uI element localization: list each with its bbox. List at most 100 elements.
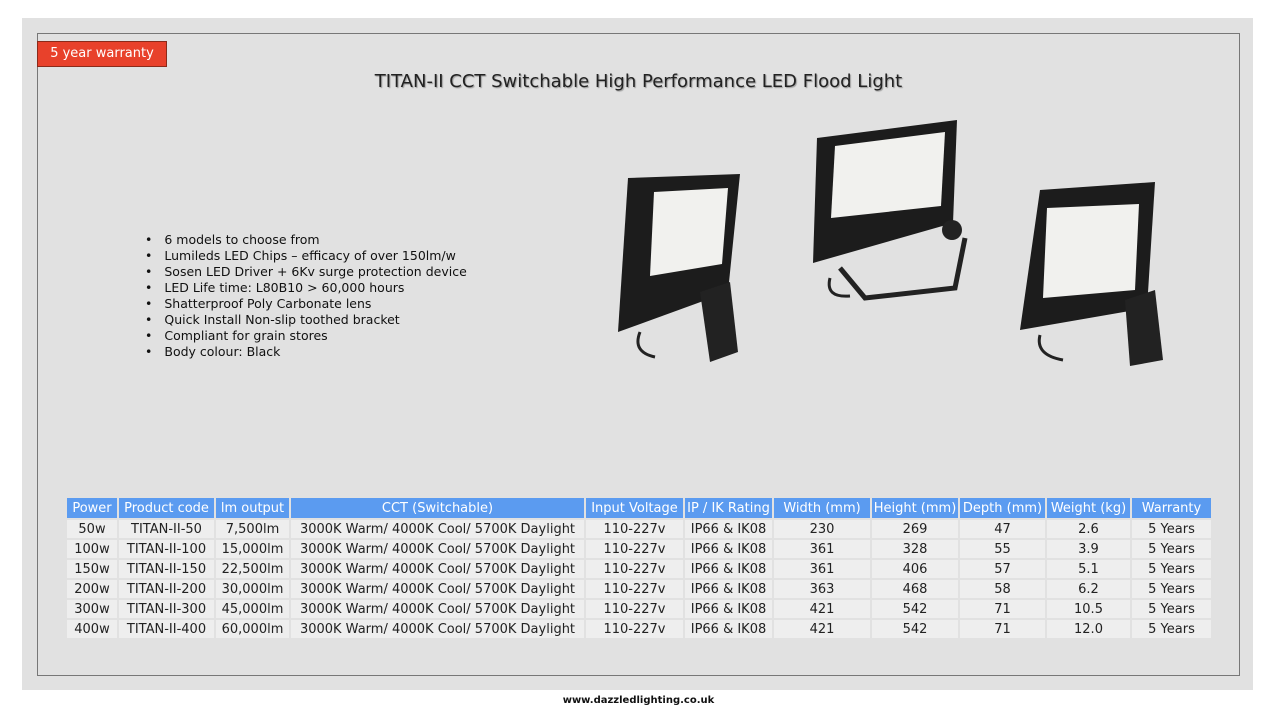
warranty-badge: 5 year warranty <box>37 41 167 67</box>
column-header: Width (mm) <box>772 496 872 520</box>
column-header: IP / IK Rating <box>683 496 774 520</box>
table-row: 150w TITAN-II-150 22,500lm 3000K Warm/ 4000… <box>65 558 1213 580</box>
table-cell: 5 Years <box>1130 578 1213 600</box>
table-row: 400w TITAN-II-400 60,000lm 3000K Warm/ 4000… <box>65 618 1213 640</box>
table-cell: 110-227v <box>584 618 685 640</box>
table-cell: 47 <box>958 518 1047 540</box>
table-cell: 5 Years <box>1130 538 1213 560</box>
column-header: Height (mm) <box>870 496 960 520</box>
table-cell: 58 <box>958 578 1047 600</box>
table-row: 300w TITAN-II-300 45,000lm 3000K Warm/ 4000… <box>65 598 1213 620</box>
table-cell: 6.2 <box>1045 578 1132 600</box>
table-cell: 57 <box>958 558 1047 580</box>
table-cell: 200w <box>65 578 119 600</box>
table-cell: 3000K Warm/ 4000K Cool/ 5700K Daylight <box>289 518 586 540</box>
table-cell: 361 <box>772 538 872 560</box>
website-url: www.dazzledlighting.co.uk <box>562 695 715 706</box>
feature-item: Compliant for grain stores <box>145 328 467 344</box>
table-cell: 363 <box>772 578 872 600</box>
table-cell: 3000K Warm/ 4000K Cool/ 5700K Daylight <box>289 558 586 580</box>
table-cell: 10.5 <box>1045 598 1132 620</box>
table-cell: 2.6 <box>1045 518 1132 540</box>
table-cell: 5 Years <box>1130 558 1213 580</box>
table-cell: TITAN-II-400 <box>117 618 216 640</box>
table-cell: 55 <box>958 538 1047 560</box>
slide-frame <box>37 33 1240 676</box>
table-cell: TITAN-II-200 <box>117 578 216 600</box>
feature-item: Sosen LED Driver + 6Kv surge protection … <box>145 264 466 280</box>
flood-light-image-left <box>618 174 740 362</box>
table-cell: 269 <box>870 518 960 540</box>
table-cell: IP66 & IK08 <box>683 518 774 540</box>
column-header: Power <box>65 496 119 520</box>
feature-item: Body colour: Black <box>145 344 467 360</box>
table-cell: 5.1 <box>1045 558 1132 580</box>
column-header: Warranty <box>1130 496 1213 520</box>
table-cell: 421 <box>772 598 872 620</box>
feature-item: 6 models to choose from <box>145 232 467 248</box>
table-cell: 300w <box>65 598 119 620</box>
table-cell: 7,500lm <box>214 518 291 540</box>
table-cell: 12.0 <box>1045 618 1132 640</box>
table-cell: 15,000lm <box>214 538 291 560</box>
table-header-row: Power Product code lm output CCT (Switchabl… <box>65 496 1213 520</box>
flood-light-image-right <box>1020 182 1163 366</box>
table-cell: TITAN-II-50 <box>117 518 216 540</box>
table-cell: 50w <box>65 518 119 540</box>
table-cell: 71 <box>958 618 1047 640</box>
table-cell: 230 <box>772 518 872 540</box>
feature-list: 6 models to choose fromLumileds LED Chip… <box>145 232 467 360</box>
table-row: 100w TITAN-II-100 15,000lm 3000K Warm/ 4000… <box>65 538 1213 560</box>
table-cell: 542 <box>870 598 960 620</box>
table-cell: 468 <box>870 578 960 600</box>
table-cell: 3000K Warm/ 4000K Cool/ 5700K Daylight <box>289 618 586 640</box>
table-cell: IP66 & IK08 <box>683 578 774 600</box>
table-cell: 421 <box>772 618 872 640</box>
table-cell: 400w <box>65 618 119 640</box>
feature-item: Shatterproof Poly Carbonate lens <box>145 296 467 312</box>
table-row: 200w TITAN-II-200 30,000lm 3000K Warm/ 4000… <box>65 578 1213 600</box>
table-cell: 3000K Warm/ 4000K Cool/ 5700K Daylight <box>289 538 586 560</box>
page-title: TITAN-II CCT Switchable High Performance… <box>374 71 903 92</box>
table-cell: 3000K Warm/ 4000K Cool/ 5700K Daylight <box>289 578 586 600</box>
table-cell: 3.9 <box>1045 538 1132 560</box>
column-header: CCT (Switchable) <box>289 496 586 520</box>
table-cell: 110-227v <box>584 518 685 540</box>
table-cell: 30,000lm <box>214 578 291 600</box>
column-header: Input Voltage <box>584 496 685 520</box>
table-cell: 3000K Warm/ 4000K Cool/ 5700K Daylight <box>289 598 586 620</box>
table-cell: 328 <box>870 538 960 560</box>
table-cell: 150w <box>65 558 119 580</box>
table-cell: 45,000lm <box>214 598 291 620</box>
table-cell: IP66 & IK08 <box>683 558 774 580</box>
table-cell: 361 <box>772 558 872 580</box>
table-cell: IP66 & IK08 <box>683 538 774 560</box>
flood-light-image-center <box>813 120 968 301</box>
table-cell: 100w <box>65 538 119 560</box>
table-cell: 110-227v <box>584 558 685 580</box>
table-cell: TITAN-II-100 <box>117 538 216 560</box>
table-cell: 60,000lm <box>214 618 291 640</box>
column-header: Product code <box>117 496 216 520</box>
table-cell: 71 <box>958 598 1047 620</box>
table-cell: 22,500lm <box>214 558 291 580</box>
table-cell: 110-227v <box>584 578 685 600</box>
table-cell: 5 Years <box>1130 618 1213 640</box>
column-header: Depth (mm) <box>958 496 1047 520</box>
feature-item: LED Life time: L80B10 > 60,000 hours <box>145 280 467 296</box>
table-cell: 110-227v <box>584 538 685 560</box>
feature-item: Lumileds LED Chips – efficacy of over 15… <box>145 248 467 264</box>
table-cell: IP66 & IK08 <box>683 618 774 640</box>
table-cell: 110-227v <box>584 598 685 620</box>
table-cell: 542 <box>870 618 960 640</box>
column-header: Weight (kg) <box>1045 496 1132 520</box>
table-cell: TITAN-II-300 <box>117 598 216 620</box>
table-cell: 5 Years <box>1130 518 1213 540</box>
table-cell: 5 Years <box>1130 598 1213 620</box>
spec-table: Power Product code lm output CCT (Switchabl… <box>65 496 1213 640</box>
table-cell: 406 <box>870 558 960 580</box>
table-cell: TITAN-II-150 <box>117 558 216 580</box>
column-header: lm output <box>214 496 291 520</box>
feature-item: Quick Install Non-slip toothed bracket <box>145 312 467 328</box>
table-cell: IP66 & IK08 <box>683 598 774 620</box>
